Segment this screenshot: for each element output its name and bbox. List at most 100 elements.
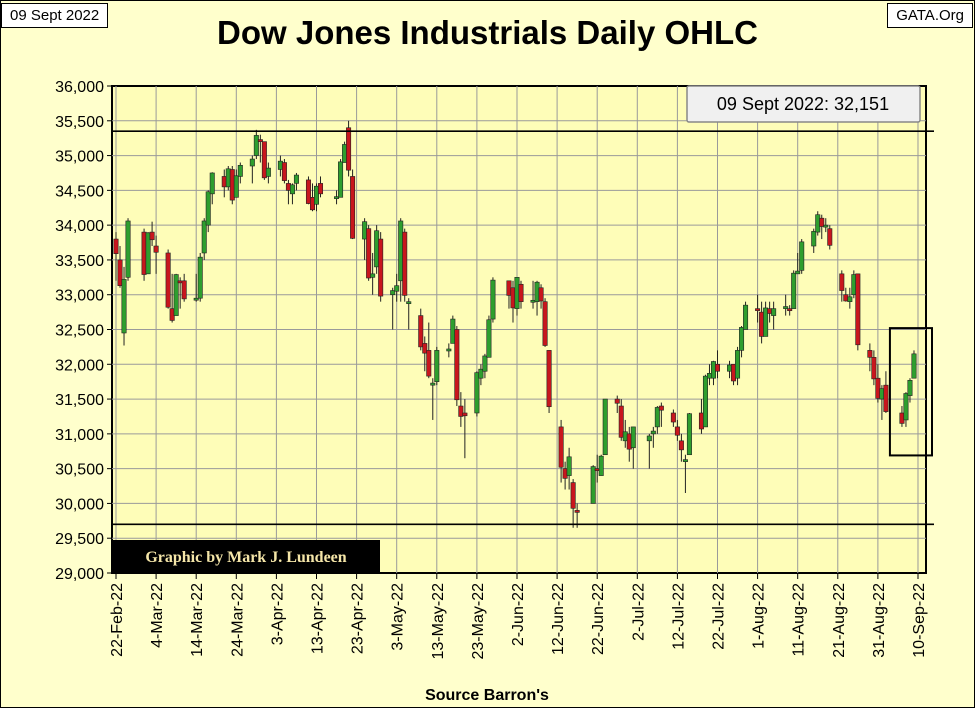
x-tick-label: 10-Sep-22 (911, 583, 928, 658)
y-tick-label: 34,000 (55, 218, 104, 235)
y-tick-label: 32,500 (55, 323, 104, 340)
ohlc-body (113, 238, 119, 254)
ohlc-bar (903, 392, 909, 427)
ohlc-body (678, 440, 684, 451)
ohlc-body (490, 279, 496, 320)
x-axis-ticks: 22-Feb-22 4-Mar-22 14-Mar-22 24-Mar-22 3-Apr… (109, 573, 928, 659)
ohlc-bar (590, 465, 596, 504)
ohlc-bar (430, 378, 436, 420)
ohlc-body (903, 393, 909, 421)
ohlc-body (265, 167, 271, 177)
ohlc-body (739, 327, 745, 351)
ohlc-body (518, 283, 524, 302)
ohlc-bar (318, 176, 324, 198)
ohlc-body (602, 398, 608, 456)
ohlc-body (237, 165, 243, 177)
ohlc-bar (482, 353, 488, 379)
x-tick-label: 12-Jun-22 (550, 583, 567, 655)
x-tick-label: 13-Apr-22 (309, 583, 326, 654)
ohlc-bar (614, 395, 620, 413)
ohlc-body (907, 379, 913, 396)
ohlc-bar (197, 252, 203, 302)
ohlc-body (558, 426, 564, 468)
credit-text: Graphic by Mark J. Lundeen (145, 549, 346, 566)
x-tick-label: 22-Feb-22 (109, 583, 126, 657)
ohlc-bar (755, 294, 761, 323)
y-tick-label: 30,500 (55, 462, 104, 479)
y-tick-label: 35,000 (55, 149, 104, 166)
ohlc-bar (293, 172, 299, 191)
ohlc-bar (334, 190, 340, 205)
ohlc-body (867, 350, 873, 358)
ohlc-body (670, 412, 676, 423)
ohlc-bar (165, 249, 171, 309)
ohlc-bar (145, 232, 151, 275)
ohlc-body (145, 232, 151, 275)
ohlc-bar (658, 402, 664, 427)
ohlc-bar (630, 426, 636, 469)
ohlc-bar (702, 374, 708, 428)
ohlc-body (614, 398, 620, 404)
ohlc-body (827, 228, 833, 246)
ohlc-body (446, 348, 452, 352)
ohlc-body (819, 217, 825, 227)
ohlc-bar (871, 350, 877, 386)
ohlc-bar (646, 433, 652, 469)
ohlc-bar (787, 305, 793, 316)
x-tick-label: 13-May-22 (430, 583, 447, 660)
ohlc-bar (434, 346, 440, 386)
ohlc-bar (682, 454, 688, 493)
site-tag: GATA.Org (887, 3, 973, 28)
ohlc-bar (338, 159, 344, 198)
ohlc-body (682, 459, 688, 462)
ohlc-body (847, 296, 853, 302)
ohlc-bar (209, 172, 215, 205)
ohlc-body (566, 456, 572, 476)
ohlc-body (542, 301, 548, 346)
ohlc-bar (654, 406, 660, 434)
ohlc-body (293, 174, 299, 184)
ohlc-body (338, 161, 344, 198)
ohlc-body (478, 368, 484, 379)
ohlc-bar (406, 298, 412, 330)
ohlc-bar (486, 315, 492, 358)
ohlc-body (618, 405, 624, 438)
ohlc-body (771, 308, 777, 316)
ohlc-body (855, 273, 861, 346)
ohlc-bar (289, 183, 295, 205)
ohlc-bar (811, 228, 817, 253)
ohlc-bar (281, 159, 287, 184)
ohlc-body (911, 353, 917, 379)
ohlc-body (370, 273, 376, 278)
ohlc-bar (265, 162, 271, 184)
ohlc-body (570, 482, 576, 509)
y-tick-label: 33,500 (55, 253, 104, 270)
ohlc-body (233, 175, 239, 198)
ohlc-bar (743, 301, 749, 330)
ohlc-body (378, 238, 384, 297)
x-tick-label: 4-Mar-22 (149, 583, 166, 648)
y-tick-label: 33,000 (55, 288, 104, 305)
ohlc-bar (795, 252, 801, 275)
ohlc-bar (113, 232, 119, 281)
ohlc-body (763, 307, 769, 337)
ohlc-bar (490, 277, 496, 323)
ohlc-bar (602, 398, 608, 456)
x-tick-label: 12-Jul-22 (670, 583, 687, 650)
ohlc-bar (149, 221, 155, 247)
overlays: 09 Sept 2022: 32,151 Graphic by Mark J. L… (112, 85, 934, 704)
ohlc-body (197, 256, 203, 299)
ohlc-body (650, 430, 656, 435)
ohlc-body (281, 162, 287, 181)
ohlc-body (121, 279, 127, 334)
ohlc-bar (350, 169, 356, 240)
ohlc-body (394, 285, 400, 292)
ohlc-bar (261, 141, 267, 180)
ohlc-bar (855, 273, 861, 351)
ohlc-bar (458, 392, 464, 427)
ohlc-bar (823, 218, 829, 233)
ohlc-bar (257, 134, 263, 163)
ohlc-body (871, 357, 877, 380)
ohlc-body (422, 343, 428, 354)
ohlc-body (201, 220, 207, 254)
